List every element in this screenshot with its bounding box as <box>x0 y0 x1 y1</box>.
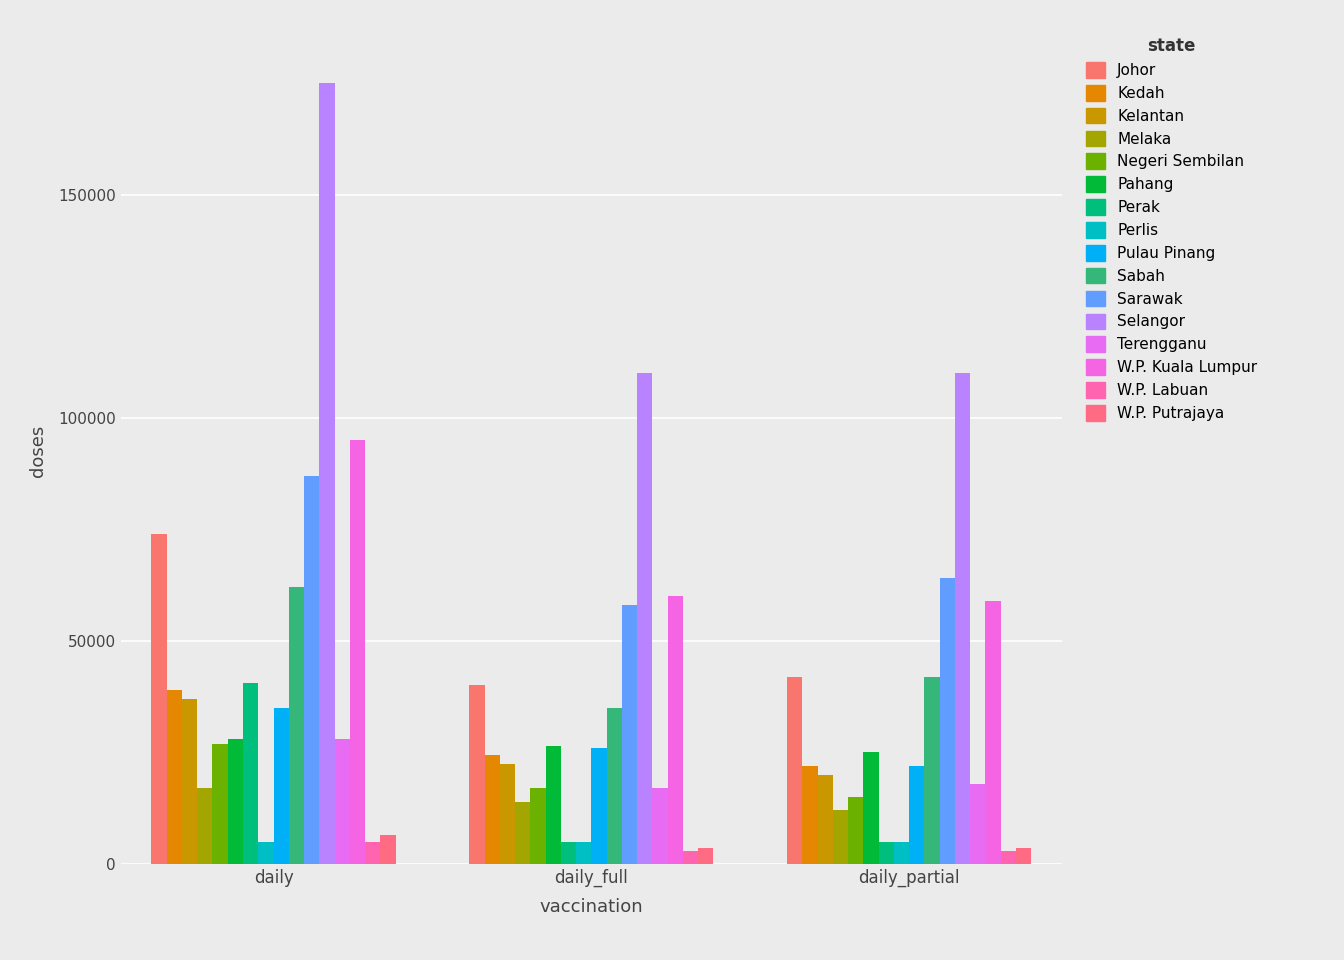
Bar <box>1001 851 1016 864</box>
Bar <box>152 534 167 864</box>
Bar <box>939 578 956 864</box>
Legend: Johor, Kedah, Kelantan, Melaka, Negeri Sembilan, Pahang, Perak, Perlis, Pulau Pi: Johor, Kedah, Kelantan, Melaka, Negeri S… <box>1079 30 1265 428</box>
Y-axis label: doses: doses <box>30 425 47 477</box>
Bar <box>320 83 335 864</box>
Bar <box>546 746 560 864</box>
Bar <box>181 699 198 864</box>
Bar <box>1016 849 1031 864</box>
Bar <box>349 440 366 864</box>
Bar <box>485 755 500 864</box>
Bar <box>698 849 714 864</box>
Bar <box>956 373 970 864</box>
Bar <box>335 739 349 864</box>
Bar <box>925 677 939 864</box>
Bar <box>909 766 925 864</box>
Bar <box>848 797 863 864</box>
X-axis label: vaccination: vaccination <box>539 899 644 916</box>
Bar <box>500 763 515 864</box>
Bar <box>515 802 531 864</box>
Bar <box>668 596 683 864</box>
Bar <box>289 588 304 864</box>
Bar <box>366 842 380 864</box>
Bar <box>577 842 591 864</box>
Bar <box>788 677 802 864</box>
Bar <box>243 684 258 864</box>
Bar <box>167 690 181 864</box>
Bar <box>258 842 274 864</box>
Bar <box>227 739 243 864</box>
Bar <box>652 788 668 864</box>
Bar <box>274 708 289 864</box>
Bar <box>970 783 985 864</box>
Bar <box>560 842 577 864</box>
Bar <box>802 766 817 864</box>
Bar <box>894 842 909 864</box>
Bar <box>212 743 227 864</box>
Bar <box>380 835 395 864</box>
Bar <box>637 373 652 864</box>
Bar <box>591 748 606 864</box>
Bar <box>817 775 833 864</box>
Bar <box>985 601 1001 864</box>
Bar <box>531 788 546 864</box>
Bar <box>863 753 879 864</box>
Bar <box>304 476 320 864</box>
Bar <box>683 851 698 864</box>
Bar <box>622 605 637 864</box>
Bar <box>879 842 894 864</box>
Bar <box>469 685 485 864</box>
Bar <box>606 708 622 864</box>
Bar <box>833 810 848 864</box>
Bar <box>198 788 212 864</box>
